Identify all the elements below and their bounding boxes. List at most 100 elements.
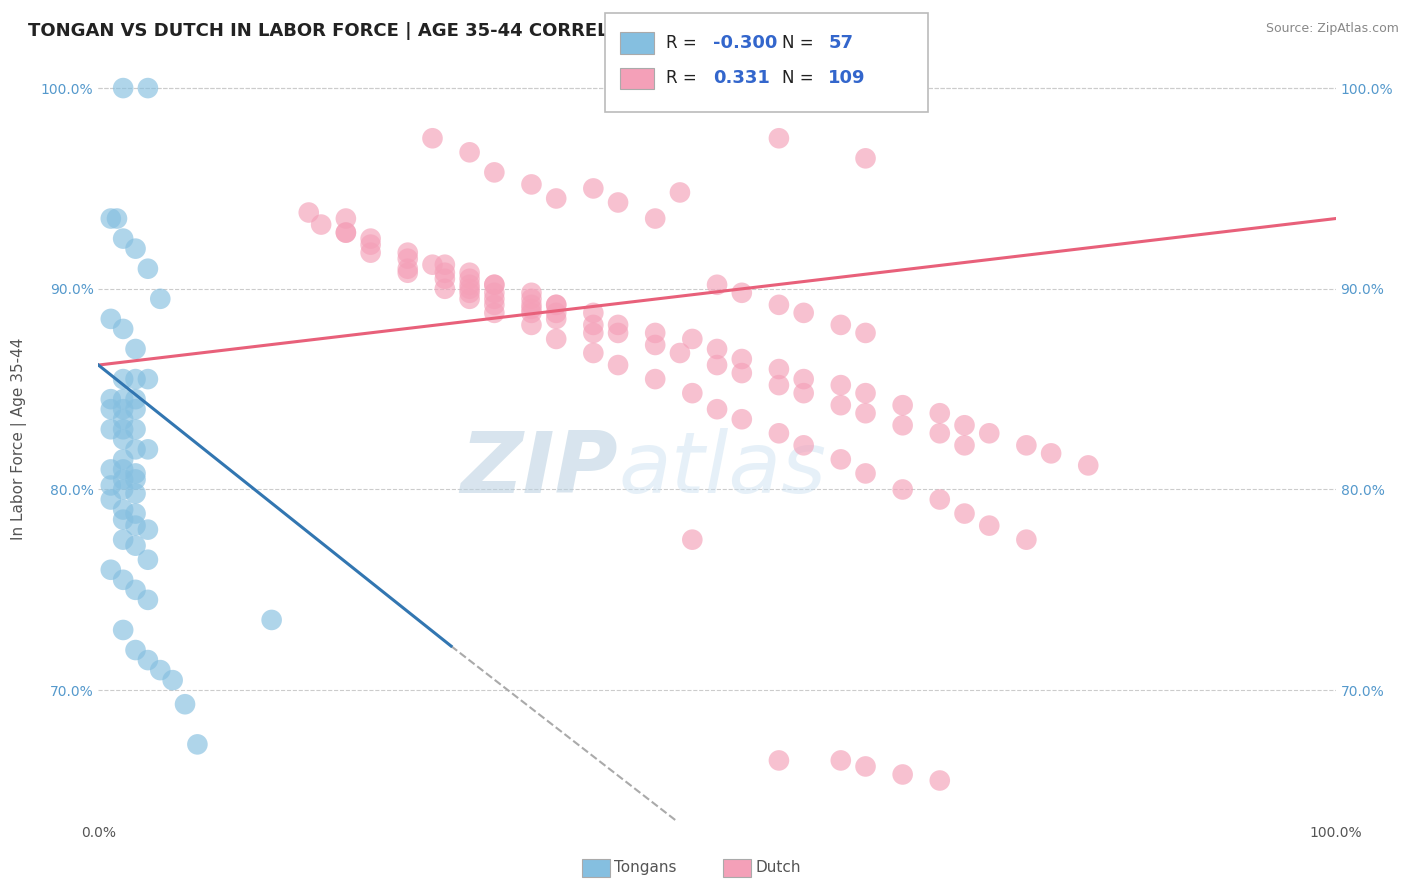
Text: N =: N =: [782, 34, 818, 52]
Point: [484, 277, 506, 292]
Y-axis label: In Labor Force | Age 35-44: In Labor Force | Age 35-44: [11, 338, 27, 541]
Point: [124, 467, 146, 481]
Point: [582, 181, 605, 195]
Text: R =: R =: [666, 34, 703, 52]
Point: [149, 663, 172, 677]
Point: [458, 292, 481, 306]
Point: [124, 582, 146, 597]
Point: [124, 643, 146, 657]
Point: [928, 492, 950, 507]
Point: [136, 372, 159, 386]
Point: [928, 406, 950, 420]
Point: [793, 372, 815, 386]
Text: -0.300: -0.300: [713, 34, 778, 52]
Text: 57: 57: [828, 34, 853, 52]
Point: [546, 192, 568, 206]
Point: [731, 412, 754, 426]
Text: R =: R =: [666, 70, 703, 87]
Point: [458, 282, 481, 296]
Point: [484, 165, 506, 179]
Point: [112, 472, 135, 486]
Point: [607, 326, 630, 340]
Point: [681, 386, 703, 401]
Point: [520, 318, 543, 332]
Point: [112, 462, 135, 476]
Point: [520, 178, 543, 192]
Point: [396, 261, 419, 276]
Point: [607, 195, 630, 210]
Point: [360, 237, 382, 252]
Text: Dutch: Dutch: [755, 861, 800, 875]
Point: [112, 533, 135, 547]
Point: [731, 366, 754, 380]
Point: [124, 507, 146, 521]
Point: [433, 271, 456, 285]
Point: [433, 258, 456, 272]
Point: [396, 266, 419, 280]
Point: [260, 613, 283, 627]
Point: [100, 478, 122, 492]
Point: [1077, 458, 1099, 473]
Point: [891, 398, 914, 412]
Point: [582, 318, 605, 332]
Point: [124, 486, 146, 500]
Point: [644, 326, 666, 340]
Point: [112, 432, 135, 446]
Point: [105, 211, 128, 226]
Point: [112, 231, 135, 245]
Point: [928, 426, 950, 441]
Point: [855, 467, 877, 481]
Point: [520, 292, 543, 306]
Point: [112, 573, 135, 587]
Point: [149, 292, 172, 306]
Point: [546, 311, 568, 326]
Text: 0.331: 0.331: [713, 70, 769, 87]
Point: [124, 392, 146, 406]
Point: [681, 332, 703, 346]
Point: [582, 346, 605, 360]
Point: [100, 211, 122, 226]
Point: [953, 507, 976, 521]
Point: [396, 252, 419, 266]
Point: [100, 311, 122, 326]
Point: [768, 378, 790, 392]
Point: [422, 131, 444, 145]
Point: [124, 518, 146, 533]
Point: [855, 151, 877, 165]
Point: [793, 386, 815, 401]
Point: [830, 452, 852, 467]
Point: [360, 245, 382, 260]
Point: [100, 462, 122, 476]
Point: [768, 298, 790, 312]
Point: [112, 512, 135, 526]
Point: [520, 301, 543, 316]
Point: [100, 563, 122, 577]
Text: Source: ZipAtlas.com: Source: ZipAtlas.com: [1265, 22, 1399, 36]
Point: [136, 653, 159, 667]
Point: [546, 298, 568, 312]
Point: [136, 592, 159, 607]
Point: [100, 402, 122, 417]
Point: [433, 282, 456, 296]
Point: [335, 211, 357, 226]
Point: [830, 753, 852, 767]
Point: [136, 552, 159, 566]
Point: [731, 351, 754, 366]
Point: [458, 145, 481, 160]
Point: [335, 226, 357, 240]
Point: [335, 226, 357, 240]
Point: [830, 318, 852, 332]
Point: [112, 81, 135, 95]
Point: [546, 306, 568, 320]
Point: [484, 292, 506, 306]
Point: [1015, 533, 1038, 547]
Point: [174, 698, 197, 712]
Point: [546, 298, 568, 312]
Point: [520, 285, 543, 300]
Point: [830, 398, 852, 412]
Point: [891, 418, 914, 433]
Point: [458, 277, 481, 292]
Point: [1040, 446, 1063, 460]
Point: [136, 523, 159, 537]
Point: [186, 737, 208, 751]
